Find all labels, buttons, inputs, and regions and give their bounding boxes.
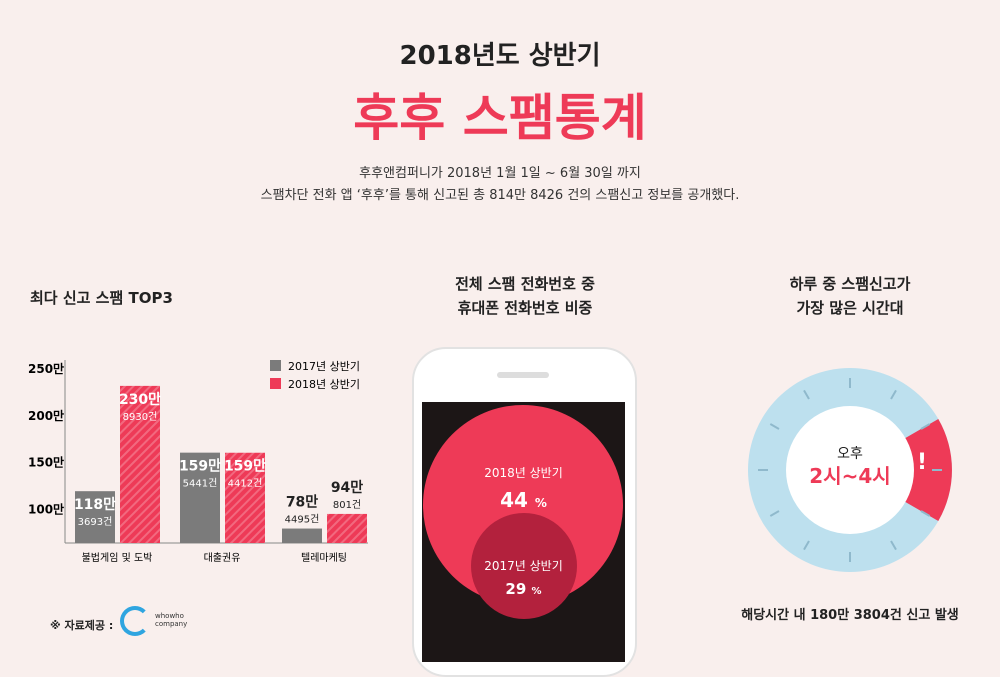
clock-tick xyxy=(920,510,931,517)
source-label: ※ 자료제공 : xyxy=(50,619,114,632)
x-tick-label: 텔레마케팅 xyxy=(301,552,347,564)
legend-label: 2017년 상반기 xyxy=(288,360,360,373)
bar-value-label: 159만 xyxy=(224,459,266,475)
legend-swatch xyxy=(270,378,281,389)
alert-icon: ! xyxy=(917,450,928,475)
bar-count-label: 801건 xyxy=(333,499,361,511)
bar-value-label: 78만 xyxy=(286,495,318,511)
outer-label: 2018년 상반기 xyxy=(484,466,563,480)
bar xyxy=(282,528,322,543)
outer-unit: % xyxy=(534,496,547,510)
mobile-title-2: 휴대폰 전화번호 비중 xyxy=(457,299,593,317)
x-tick-label: 대출권유 xyxy=(204,552,241,564)
logo-text: whowho company xyxy=(155,612,188,628)
x-tick-label: 불법게임 및 도박 xyxy=(82,551,153,564)
time-ampm: 오후 xyxy=(837,446,863,462)
legend-label: 2018년 상반기 xyxy=(288,378,360,391)
inner-label: 2017년 상반기 xyxy=(484,559,563,573)
bar-value-label: 118만 xyxy=(74,497,116,513)
bar-count-label: 3693건 xyxy=(78,516,113,528)
bar xyxy=(180,452,220,543)
bar xyxy=(75,491,115,543)
description-line-2: 스팸차단 전화 앱 ‘후후’를 통해 신고된 총 814만 8426 건의 스팸… xyxy=(260,188,740,203)
bar-value-label: 230만 xyxy=(119,392,161,408)
time-range: 2시~4시 xyxy=(809,464,891,488)
description-line-1: 후후앤컴퍼니가 2018년 1월 1일 ~ 6월 30일 까지 xyxy=(359,166,641,181)
mobile-title-1: 전체 스팸 전화번호 중 xyxy=(455,275,595,293)
clock-tick xyxy=(890,389,897,400)
outer-value: 44 xyxy=(500,488,528,512)
bar-value-label: 94만 xyxy=(331,480,363,496)
bar-count-label: 5441건 xyxy=(183,478,218,490)
y-tick-label: 200만 xyxy=(28,408,64,423)
page-title: 후후 스팸통계 xyxy=(353,89,647,147)
clock-tick xyxy=(769,423,780,430)
legend-swatch xyxy=(270,360,281,371)
chart-title: 최다 신고 스팸 TOP3 xyxy=(30,289,173,307)
clock-tick xyxy=(803,389,810,400)
y-tick-label: 150만 xyxy=(28,455,64,470)
y-tick-label: 250만 xyxy=(28,361,64,376)
y-tick-label: 100만 xyxy=(28,501,64,516)
bar-value-label: 159만 xyxy=(179,459,221,475)
whowho-logo-icon xyxy=(120,606,150,636)
clock-tick xyxy=(803,540,810,551)
bar xyxy=(120,385,160,543)
inner-value: 29 xyxy=(505,580,527,598)
bar xyxy=(225,452,265,543)
bar-count-label: 4495건 xyxy=(285,514,320,526)
clock xyxy=(748,368,952,572)
bar xyxy=(327,513,367,543)
clock-tick xyxy=(890,540,897,551)
time-title-1: 하루 중 스팸신고가 xyxy=(789,275,911,293)
inner-unit: % xyxy=(531,586,542,597)
subtitle: 2018년도 상반기 xyxy=(399,41,601,71)
phone-speaker xyxy=(497,372,549,378)
time-title-2: 가장 많은 시간대 xyxy=(796,299,904,317)
inner-circle xyxy=(471,513,577,619)
time-footer: 해당시간 내 180만 3804건 신고 발생 xyxy=(741,608,959,623)
bar-count-label: 8930건 xyxy=(123,411,158,423)
bar-count-label: 4412건 xyxy=(228,478,263,490)
clock-tick xyxy=(769,510,780,517)
clock-tick xyxy=(920,423,931,430)
phone-screen: 2018년 상반기 44 % 2017년 상반기 29 % xyxy=(422,402,625,662)
